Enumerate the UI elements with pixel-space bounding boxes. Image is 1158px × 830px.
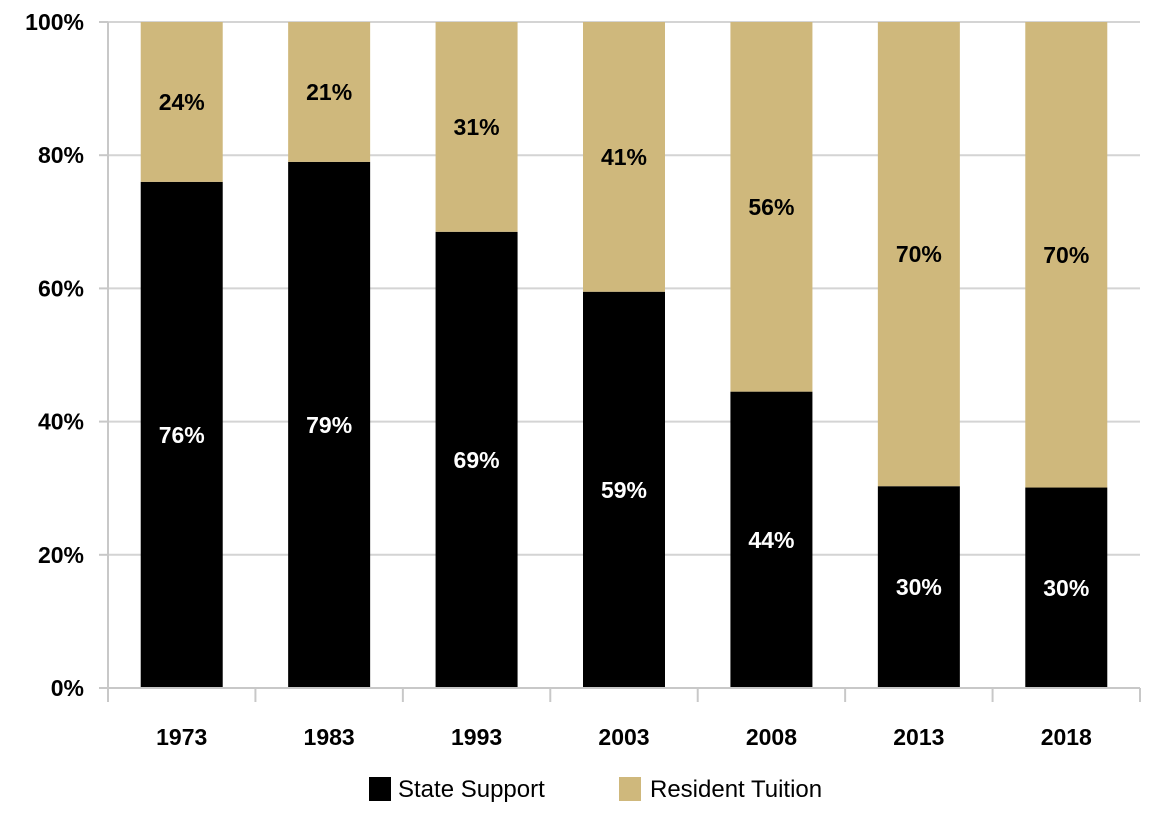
bar-state-support <box>288 161 371 689</box>
legend: State Support Resident Tuition <box>369 776 822 803</box>
bar-state-support <box>877 486 960 688</box>
data-label: 70% <box>896 241 942 267</box>
bar-resident-tuition <box>140 22 223 182</box>
bar-state-support <box>1025 487 1108 688</box>
axes: 0% 20% 40% 60% 80% 100% 1973 1983 1993 2003 2008 20… <box>25 9 1141 750</box>
x-tick-label: 1993 <box>451 724 502 750</box>
x-tick-label: 2003 <box>598 724 649 750</box>
bar-resident-tuition <box>435 22 518 232</box>
data-label: 69% <box>454 447 500 473</box>
legend-label: State Support <box>398 776 545 803</box>
bar-resident-tuition <box>288 22 371 162</box>
y-tick-label: 40% <box>38 409 84 435</box>
x-tick-label: 1973 <box>156 724 207 750</box>
bar-resident-tuition <box>877 22 960 487</box>
y-tick-label: 60% <box>38 275 84 301</box>
y-tick-label: 0% <box>51 675 84 701</box>
legend-swatch-state-support <box>369 777 391 801</box>
data-label: 76% <box>159 422 205 448</box>
data-label: 30% <box>896 574 942 600</box>
data-label: 31% <box>454 114 500 140</box>
data-labels: 76% 24% 79% 21% 69% 31% 59% 41% 44% 56% 30% 70% 30% 7… <box>159 79 1090 601</box>
bar-state-support <box>730 391 813 688</box>
y-tick-label: 80% <box>38 142 84 168</box>
bar-resident-tuition <box>1025 22 1108 488</box>
legend-label: Resident Tuition <box>650 776 822 803</box>
data-label: 41% <box>601 144 647 170</box>
data-label: 24% <box>159 89 205 115</box>
y-tick-label: 20% <box>38 542 84 568</box>
x-tick-label: 2018 <box>1041 724 1092 750</box>
data-label: 59% <box>601 477 647 503</box>
data-label: 21% <box>306 79 352 105</box>
bar-state-support <box>583 291 665 688</box>
data-label: 30% <box>1043 575 1089 601</box>
x-tick-label: 1983 <box>304 724 355 750</box>
data-label: 56% <box>748 194 794 220</box>
bar-state-support <box>435 231 518 689</box>
data-label: 70% <box>1043 242 1089 268</box>
bar-state-support <box>140 181 223 688</box>
bar-resident-tuition <box>730 22 813 392</box>
y-tick-label: 100% <box>25 9 84 35</box>
data-label: 44% <box>748 527 794 553</box>
legend-swatch-resident-tuition <box>619 777 641 801</box>
x-tick-label: 2013 <box>893 724 944 750</box>
bars <box>140 22 1108 689</box>
x-tick-label: 2008 <box>746 724 797 750</box>
data-label: 79% <box>306 412 352 438</box>
bar-resident-tuition <box>583 22 665 292</box>
